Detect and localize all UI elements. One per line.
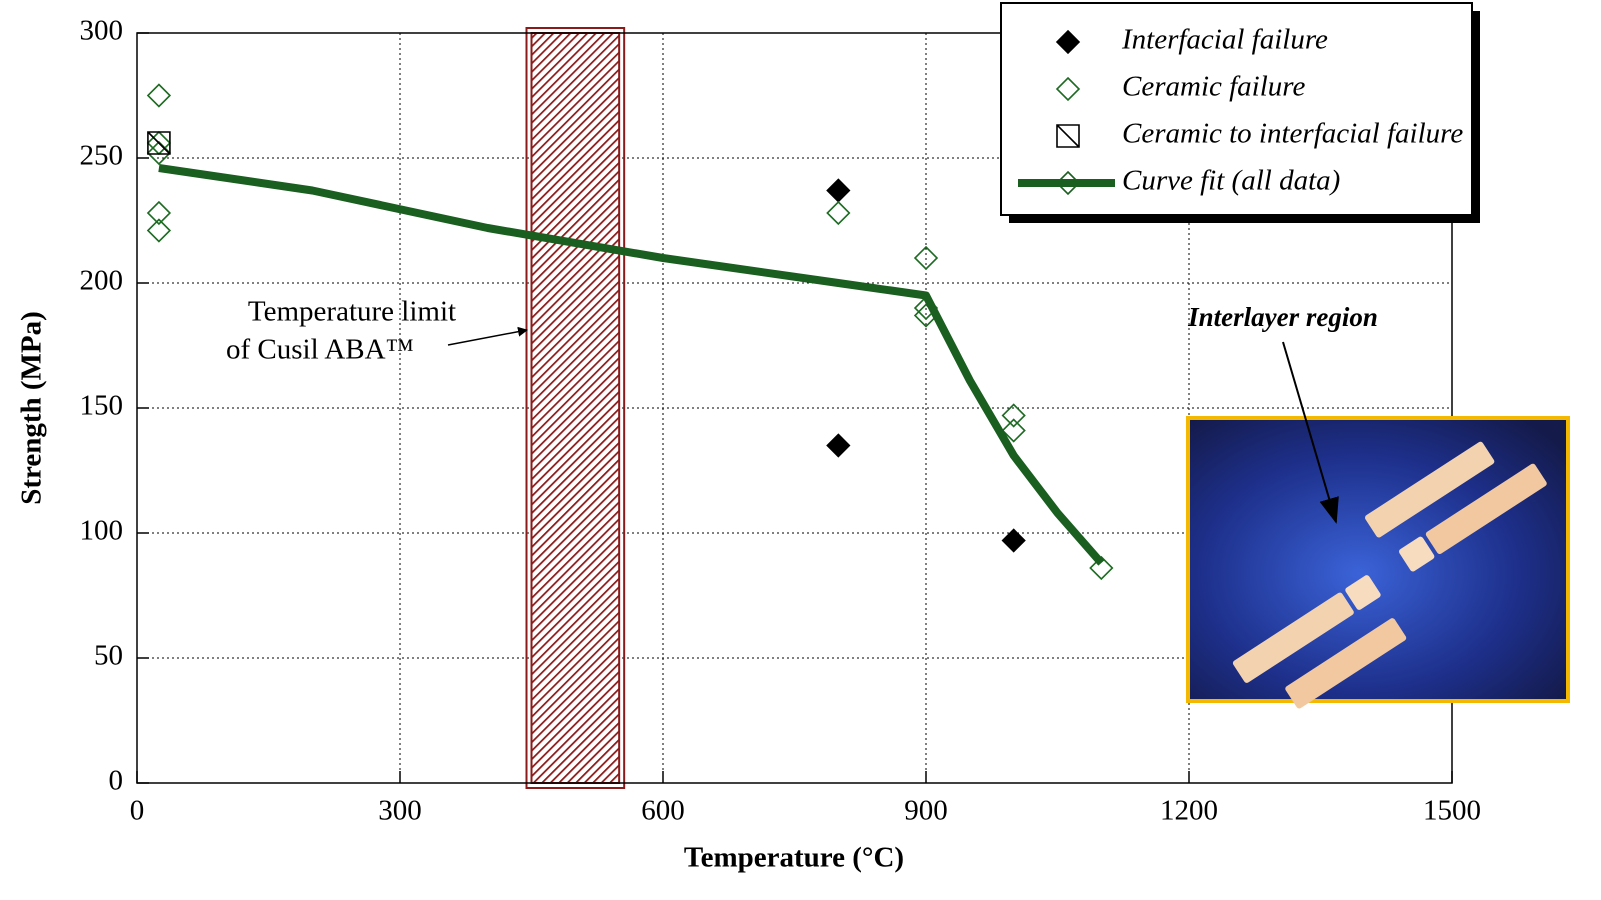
- band-layer: [525, 27, 626, 789]
- legend-label: Ceramic failure: [1122, 71, 1306, 103]
- point: [1001, 403, 1026, 428]
- point: [1001, 528, 1026, 553]
- x-tick-label: 900: [904, 795, 948, 827]
- legend-marker: [1055, 170, 1081, 196]
- point: [826, 178, 851, 203]
- x-axis-label: Temperature (°C): [684, 842, 904, 874]
- plot-frame: [136, 32, 1453, 784]
- annotation: Temperature limit: [248, 296, 456, 328]
- curve-fit: [158, 164, 1105, 566]
- temperature-band: [530, 32, 621, 784]
- band-outline: [525, 27, 626, 789]
- x-tick-label: 0: [130, 795, 145, 827]
- legend-marker: [1056, 124, 1080, 148]
- annotation: Interlayer region: [1187, 302, 1378, 332]
- y-tick-label: 0: [109, 765, 124, 797]
- photo-bars: [1232, 441, 1547, 709]
- y-axis-label: Strength (MPa): [16, 311, 48, 505]
- x-tick-label: 600: [641, 795, 685, 827]
- legend-marker: [1055, 29, 1081, 55]
- legend-label: Interfacial failure: [1121, 24, 1328, 56]
- annotation: of Cusil ABA™: [226, 334, 414, 366]
- y-tick-label: 150: [80, 390, 124, 422]
- point: [1001, 418, 1026, 443]
- legend-label: Curve fit (all data): [1122, 165, 1340, 197]
- legend-label: Ceramic to interfacial failure: [1122, 118, 1463, 150]
- legend: Interfacial failure Ceramic failure Cerami…: [1000, 2, 1480, 223]
- inset-photo: [1186, 416, 1570, 709]
- point: [147, 131, 171, 155]
- y-tick-label: 200: [80, 265, 124, 297]
- y-tick-label: 100: [80, 515, 124, 547]
- annotation-arrow: [1282, 341, 1339, 524]
- y-tick-label: 300: [80, 15, 124, 47]
- point: [826, 433, 851, 458]
- x-tick-label: 300: [378, 795, 422, 827]
- point: [913, 245, 939, 271]
- x-tick-label: 1500: [1423, 795, 1481, 827]
- point: [826, 200, 851, 226]
- x-tick-label: 1200: [1160, 795, 1218, 827]
- annotation-arrow: [447, 326, 528, 346]
- point: [146, 200, 172, 226]
- y-tick-label: 50: [94, 640, 123, 672]
- y-tick-label: 250: [80, 140, 124, 172]
- legend-marker: [1055, 76, 1081, 102]
- point: [146, 83, 172, 108]
- point: [146, 218, 172, 243]
- marks: [146, 83, 1114, 581]
- point: [1089, 555, 1114, 581]
